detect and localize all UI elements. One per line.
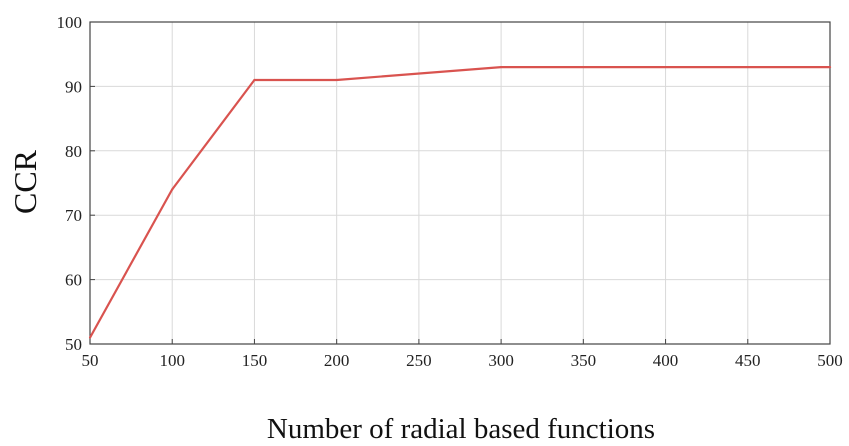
x-tick-label: 100	[159, 351, 185, 370]
data-point	[335, 78, 338, 82]
series-layer	[88, 65, 832, 339]
data-point	[88, 336, 92, 339]
x-tick-label: 200	[324, 351, 350, 370]
x-tick-label: 300	[488, 351, 514, 370]
x-axis-label: Number of radial based functions	[267, 413, 655, 445]
data-point	[828, 65, 832, 69]
y-axis-ticks: 50 60 70 80 90 100	[57, 13, 95, 354]
y-tick-label: 60	[65, 271, 82, 290]
y-axis-label: CCR	[7, 149, 43, 214]
y-tick-label: 90	[65, 77, 82, 96]
x-tick-label: 250	[406, 351, 432, 370]
y-tick-label: 50	[65, 335, 82, 354]
x-tick-label: 350	[571, 351, 597, 370]
x-tick-label: 500	[817, 351, 843, 370]
x-tick-label: 400	[653, 351, 679, 370]
data-point	[253, 78, 256, 82]
x-tick-label: 50	[82, 351, 99, 370]
x-tick-label: 150	[242, 351, 268, 370]
x-tick-label: 450	[735, 351, 761, 370]
data-point	[500, 65, 503, 69]
series-line	[89, 65, 830, 339]
data-point	[171, 188, 174, 191]
y-tick-label: 100	[57, 13, 83, 32]
y-tick-label: 70	[65, 206, 82, 225]
plot-frame	[89, 21, 831, 345]
x-axis-ticks: 50 100 150 200 250 300 350 400 450 500	[82, 339, 843, 370]
y-tick-label: 80	[65, 142, 82, 161]
